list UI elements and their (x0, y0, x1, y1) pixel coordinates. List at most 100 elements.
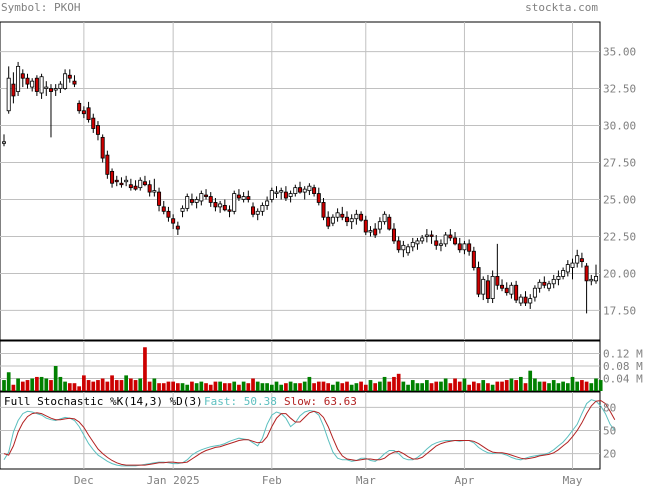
volume-bar (476, 383, 481, 391)
volume-bar (471, 381, 476, 391)
volume-bar (213, 381, 218, 391)
candle-body (490, 275, 495, 299)
candle-body (551, 278, 556, 285)
candle-body (218, 203, 223, 208)
volume-bar (232, 381, 237, 391)
volume-bar (429, 383, 434, 391)
volume-bar (265, 383, 269, 391)
volume-bar (457, 381, 462, 391)
price-grid (0, 22, 600, 340)
volume-bar (580, 380, 584, 391)
volume-bar (143, 347, 147, 391)
volume-bar (495, 381, 500, 391)
volume-bar (91, 381, 96, 391)
candle-body (396, 240, 401, 251)
volume-bar (542, 381, 547, 391)
candle-body (584, 265, 589, 282)
candle-body (166, 210, 171, 218)
price-tick-label: 30.00 (603, 120, 636, 133)
volume-bar (152, 378, 157, 391)
candle-body (363, 219, 368, 233)
fast-label: Fast: 50.38 (204, 395, 277, 408)
volume-bar (425, 380, 429, 391)
volume-bar (565, 383, 570, 391)
candle-body (95, 125, 100, 135)
candle-body (114, 179, 119, 183)
volume-bar (100, 378, 105, 391)
candle-body (326, 216, 331, 227)
candle-body (453, 237, 458, 245)
candle-body (58, 83, 63, 89)
candle-body (105, 154, 110, 175)
volume-bar (63, 381, 67, 391)
candle-body (570, 262, 575, 268)
candle-body (528, 298, 533, 304)
candle-body (63, 73, 68, 89)
candle-body (53, 88, 58, 91)
candle-body (532, 287, 537, 298)
volume-bar (274, 381, 279, 391)
price-tick-label: 27.50 (603, 157, 636, 170)
volume-bar (481, 380, 486, 391)
candle-body (434, 240, 439, 246)
volume-bar (53, 366, 58, 391)
volume-bar (2, 380, 6, 391)
candle-body (476, 267, 481, 295)
fast-line (3, 399, 616, 467)
price-y-axis: 35.00 32.50 30.00 27.50 25.00 22.50 20.00 17.50 (603, 46, 636, 318)
volume-bar (556, 383, 561, 391)
candle-body (575, 255, 580, 264)
candle-body (67, 74, 72, 79)
candle-body (152, 190, 157, 193)
volume-bar (594, 378, 598, 391)
candle-body (100, 136, 105, 159)
candle-body (500, 284, 505, 289)
volume-bar (514, 380, 518, 391)
volume-bar (420, 383, 425, 391)
volume-bar (175, 383, 180, 391)
volume-bar (378, 381, 382, 391)
candle-body (471, 250, 476, 268)
candle-body (110, 170, 115, 184)
volume-bar (222, 383, 227, 391)
volume-bar (138, 378, 143, 391)
volume-bar (443, 378, 448, 391)
candle-body (171, 218, 176, 224)
volume-bar (11, 384, 16, 391)
candle-body (335, 212, 340, 218)
candle-body (462, 243, 467, 251)
x-axis: Dec Jan 2025 Feb Mar Apr May (74, 474, 583, 486)
slow-line (3, 399, 616, 466)
candle-body (147, 184, 152, 193)
volume-bar (194, 383, 199, 391)
volume-bar (523, 383, 528, 391)
candle-body (213, 202, 218, 208)
candle-body (330, 216, 335, 224)
volume-bar (340, 383, 345, 391)
price-tick-label: 35.00 (603, 46, 636, 59)
price-tick-label: 17.50 (603, 304, 636, 317)
candle-body (208, 196, 213, 203)
candle-body (547, 283, 552, 289)
candle-body (86, 107, 91, 121)
volume-bar (96, 380, 100, 391)
volume-bar (67, 383, 72, 391)
candle-body (180, 207, 185, 212)
volume-bar (349, 384, 354, 391)
candle-body (448, 234, 453, 239)
candle-body (457, 243, 462, 251)
candle-body (298, 187, 302, 193)
volume-bar (30, 378, 35, 391)
volume-bar (467, 384, 471, 391)
candle-body (288, 193, 293, 197)
volume-bar (410, 380, 415, 391)
candle-body (485, 280, 490, 299)
volume-bar (533, 378, 537, 391)
candle-body (2, 141, 6, 144)
candle-body (302, 188, 307, 193)
volume-bar (434, 381, 439, 391)
candle-body (185, 196, 190, 209)
indicator-title: Full Stochastic %K(14,3) %D(3) (4, 395, 203, 408)
volume-tick-label: 0.04 M (603, 373, 643, 386)
